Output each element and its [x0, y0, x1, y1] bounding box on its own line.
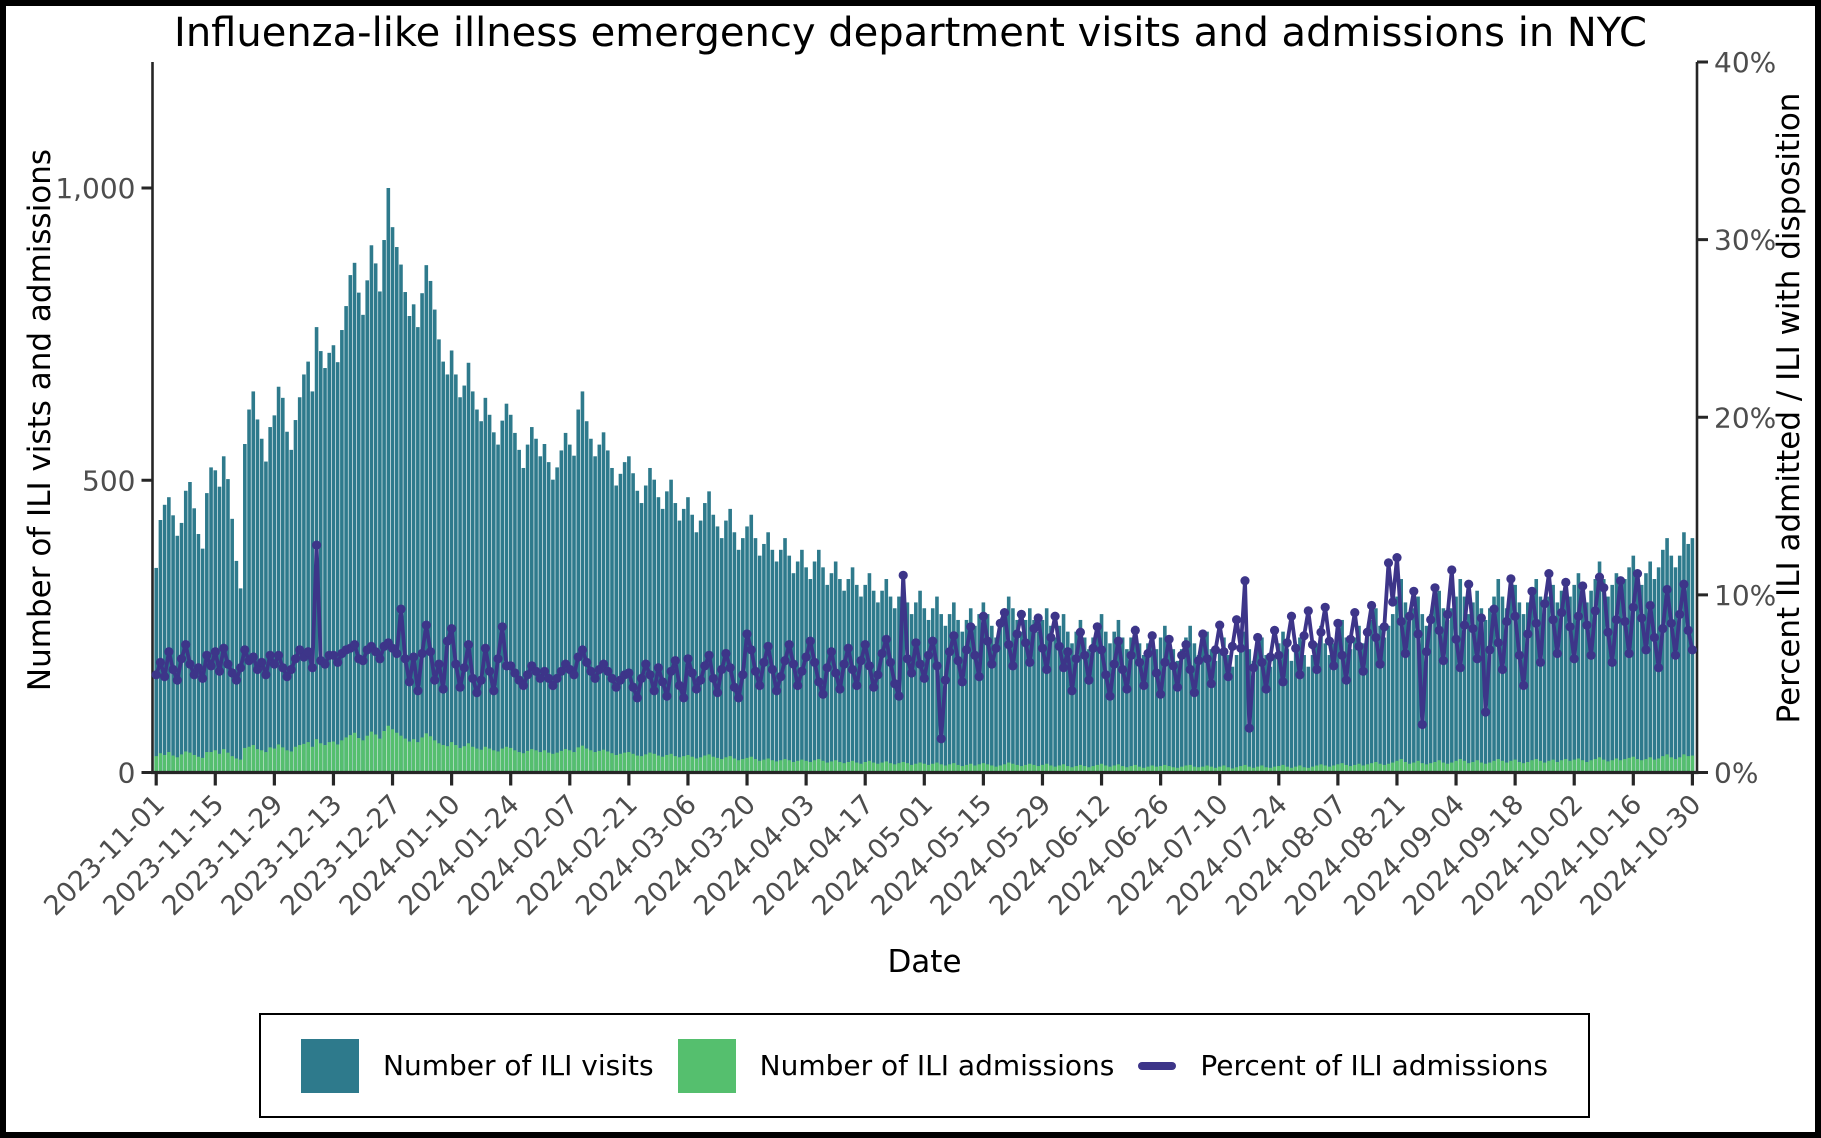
- y-right-tick-label: 30%: [1714, 224, 1776, 257]
- ili-admissions-bars: [154, 725, 1695, 773]
- admissions-swatch-icon: [677, 1038, 736, 1093]
- y-right-tick-label: 10%: [1714, 579, 1776, 612]
- left-y-axis-title: Number of ILI vists and admissions: [22, 148, 58, 692]
- y-left-tick-label: 1,000: [55, 172, 135, 205]
- legend: Number of ILI visits Number of ILI admis…: [259, 1013, 1590, 1118]
- legend-label-visits: Number of ILI visits: [383, 1049, 654, 1082]
- legend-item-admissions: Number of ILI admissions: [677, 1038, 1115, 1093]
- ili-visits-bars: [154, 188, 1695, 773]
- chart-title: Influenza-like illness emergency departm…: [174, 10, 1647, 56]
- right-y-axis-title: Percent ILI admitted / ILI with disposit…: [1771, 92, 1807, 724]
- visits-swatch-icon: [301, 1038, 359, 1093]
- y-right-tick-label: 0%: [1714, 757, 1758, 790]
- legend-label-percent: Percent of ILI admissions: [1200, 1049, 1548, 1082]
- y-left-tick-label: 500: [82, 464, 135, 497]
- legend-item-visits: Number of ILI visits: [301, 1038, 654, 1093]
- legend-label-admissions: Number of ILI admissions: [759, 1049, 1115, 1082]
- y-right-tick-label: 40%: [1714, 46, 1776, 79]
- y-left-tick-label: 0: [118, 757, 136, 790]
- legend-item-percent: Percent of ILI admissions: [1138, 1049, 1548, 1082]
- percent-line-swatch-icon: [1138, 1061, 1177, 1070]
- y-right-tick-label: 20%: [1714, 401, 1776, 434]
- x-axis-title: Date: [887, 944, 962, 980]
- percent-line-markers: [151, 540, 1697, 744]
